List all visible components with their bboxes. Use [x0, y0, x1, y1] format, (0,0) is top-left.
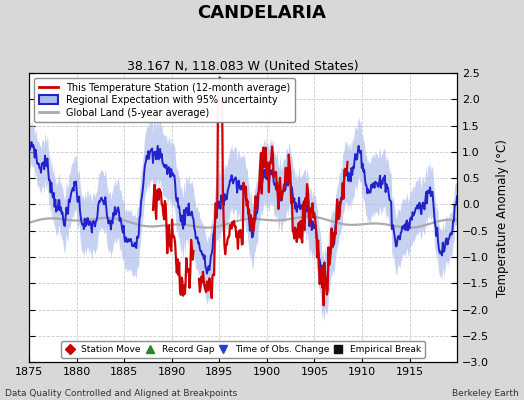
Text: Berkeley Earth: Berkeley Earth: [452, 389, 519, 398]
Text: CANDELARIA: CANDELARIA: [198, 4, 326, 22]
Y-axis label: Temperature Anomaly (°C): Temperature Anomaly (°C): [496, 139, 509, 296]
Legend: Station Move, Record Gap, Time of Obs. Change, Empirical Break: Station Move, Record Gap, Time of Obs. C…: [61, 342, 425, 358]
Title: 38.167 N, 118.083 W (United States): 38.167 N, 118.083 W (United States): [127, 60, 359, 73]
Text: Data Quality Controlled and Aligned at Breakpoints: Data Quality Controlled and Aligned at B…: [5, 389, 237, 398]
